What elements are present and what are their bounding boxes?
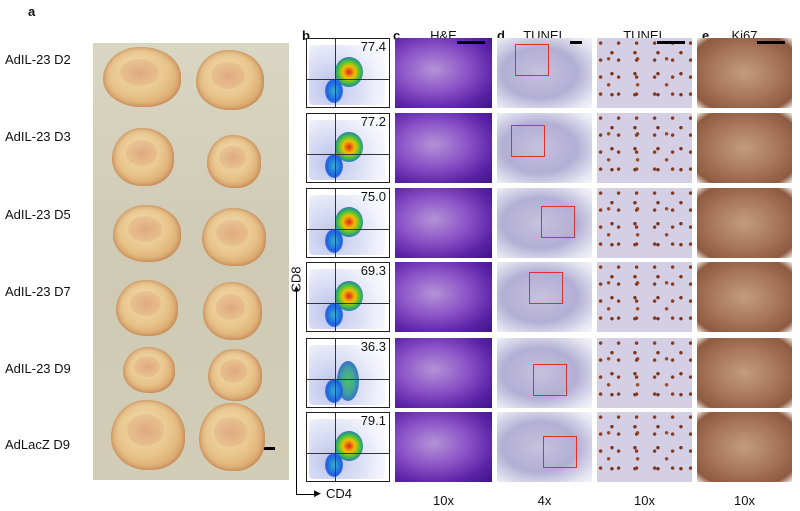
scale-bar-gross [255,447,275,450]
flow-plot: 79.1 [306,412,390,482]
flow-plot: 77.2 [306,113,390,183]
ki67-micrograph [697,113,792,183]
tunel-4x-micrograph [497,113,592,183]
row-label-d7: AdIL-23 D7 [5,284,71,299]
flow-population-tail [325,229,343,253]
quadrant-gate-vertical [335,263,336,331]
flow-x-axis-label: CD4 [326,486,353,501]
quadrant-gate-horizontal [307,379,389,380]
x-axis-arrowhead-icon: ▶ [314,488,321,498]
ki67-micrograph [697,188,792,258]
tunel-10x-micrograph [597,338,692,408]
thymus-lobe [202,208,266,266]
zoom-region-box [529,272,563,304]
tunel-10x-micrograph [597,38,692,108]
thymus-lobe [113,205,181,262]
row-label-d3: AdIL-23 D3 [5,129,71,144]
thymus-lobe [112,128,174,186]
quadrant-gate-vertical [335,189,336,257]
thymus-lobe [199,403,265,471]
y-axis-arrowhead-icon: ▲ [292,283,301,293]
ki67-micrograph [697,38,792,108]
x-axis-arrow-line [296,494,318,495]
zoom-region-box [515,44,549,76]
flow-percentage-label: 77.2 [360,114,386,129]
panel-letter-d: d [497,28,505,43]
he-micrograph [395,338,492,408]
tunel-4x-micrograph [497,338,592,408]
tunel-10x-micrograph [597,113,692,183]
ki67-micrograph [697,412,792,482]
quadrant-gate-horizontal [307,229,389,230]
tunel-10x-micrograph [597,262,692,332]
he-micrograph [395,412,492,482]
scale-bar-tunel-10x [657,41,685,44]
tunel-10x-micrograph [597,188,692,258]
ki67-micrograph [697,338,792,408]
zoom-region-box [511,125,545,157]
thymus-lobe [123,347,175,393]
flow-plot: 36.3 [306,338,390,408]
panel-letter-b: b [302,28,310,43]
row-label-d2: AdIL-23 D2 [5,52,71,67]
magnification-tunel-10x: 10x [634,493,655,508]
y-axis-arrow-line [296,290,297,494]
he-micrograph [395,262,492,332]
quadrant-gate-horizontal [307,303,389,304]
row-label-lacz-d9: AdLacZ D9 [5,437,71,452]
panel-letter-a: a [28,4,36,19]
magnification-tunel-4x: 4x [537,493,552,508]
panel-letter-c: c [393,28,401,43]
ki67-micrograph [697,262,792,332]
flow-population-tail [325,303,343,327]
thymus-lobe [207,135,261,188]
thymus-lobe [103,47,181,107]
scale-bar-he [457,41,485,44]
flow-population-tail [325,154,343,178]
he-micrograph [395,113,492,183]
scale-bar-ki67 [757,41,785,44]
tunel-4x-micrograph [497,412,592,482]
panel-letter-e: e [702,28,710,43]
quadrant-gate-horizontal [307,79,389,80]
zoom-region-box [541,206,575,238]
quadrant-gate-vertical [335,114,336,182]
quadrant-gate-vertical [335,39,336,107]
thymus-lobe [208,349,262,401]
flow-percentage-label: 69.3 [360,263,386,278]
flow-percentage-label: 77.4 [360,39,386,54]
he-micrograph [395,188,492,258]
quadrant-gate-horizontal [307,453,389,454]
flow-percentage-label: 79.1 [360,413,386,428]
thymus-lobe [196,50,264,110]
thymus-lobe [116,280,178,336]
tunel-4x-micrograph [497,188,592,258]
tunel-10x-micrograph [597,412,692,482]
flow-population-tail [325,379,343,403]
quadrant-gate-horizontal [307,154,389,155]
row-label-d5: AdIL-23 D5 [5,207,71,222]
zoom-region-box [543,436,577,468]
flow-percentage-label: 36.3 [360,339,386,354]
flow-plot: 77.4 [306,38,390,108]
quadrant-gate-vertical [335,339,336,407]
he-micrograph [395,38,492,108]
row-label-d9: AdIL-23 D9 [5,361,71,376]
magnification-he: 10x [433,493,454,508]
flow-plot: 75.0 [306,188,390,258]
thymus-lobe [203,282,262,340]
flow-population-tail [325,453,343,477]
flow-population-tail [325,79,343,103]
tunel-4x-micrograph [497,38,592,108]
zoom-region-box [533,364,567,396]
tunel-4x-micrograph [497,262,592,332]
magnification-ki67: 10x [734,493,755,508]
quadrant-gate-vertical [335,413,336,481]
scale-bar-tunel-4x [570,41,582,44]
flow-percentage-label: 75.0 [360,189,386,204]
thymus-lobe [111,400,185,470]
flow-plot: 69.3 [306,262,390,332]
